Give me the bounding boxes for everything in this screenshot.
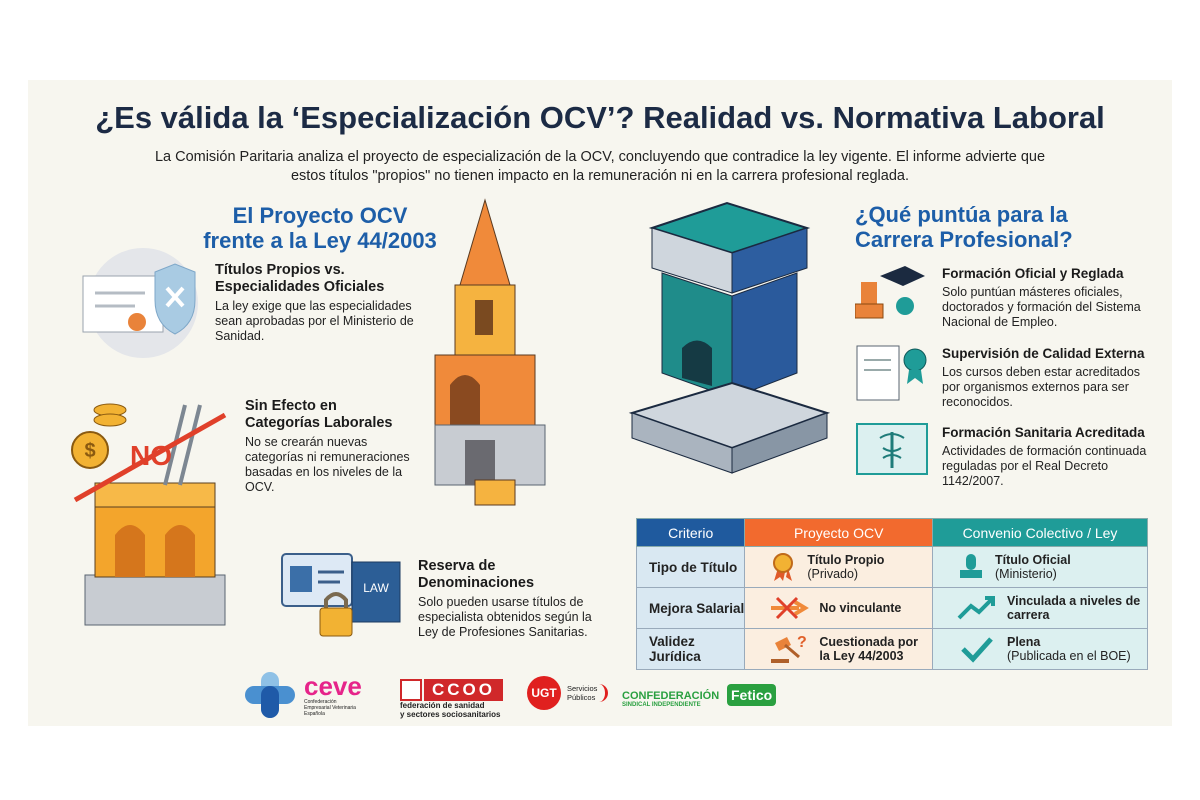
- csif-logo: CONFEDERACIÓN SINDICAL INDEPENDIENTE: [622, 690, 719, 708]
- coins-ladder-no-icon: $ NO: [71, 403, 227, 626]
- header-proyecto-ocv: Proyecto OCV: [744, 518, 933, 547]
- left-heading-line1: El Proyecto OCV: [232, 203, 408, 228]
- item-title: Reserva de Denominaciones: [418, 558, 535, 591]
- criterio-cell: Mejora Salarial: [635, 587, 746, 629]
- ugt-sub1: Servicios: [567, 684, 598, 693]
- item-title: Formación Oficial y Reglada: [942, 266, 1124, 281]
- svg-text:?: ?: [797, 634, 807, 651]
- item-desc: Solo puntúan másteres oficiales, doctora…: [942, 285, 1141, 329]
- ceve-text: ceve: [304, 671, 362, 701]
- ccoo-text: CCOO: [424, 679, 503, 701]
- right-item-1: Formación Oficial y Reglada Solo puntúan…: [942, 265, 1157, 330]
- ribbon-medal-icon: [773, 553, 794, 581]
- right-item-3: Formación Sanitaria Acreditada Actividad…: [942, 424, 1157, 489]
- item-title: Supervisión de Calidad Externa: [942, 346, 1145, 361]
- ley-value: Vinculada a niveles de carrera: [1007, 594, 1141, 622]
- checkmark-icon: [961, 637, 993, 663]
- gavel-question-icon: ?: [771, 634, 807, 663]
- subtitle: La Comisión Paritaria analiza el proyect…: [154, 149, 1046, 184]
- ley-note: (Publicada en el BOE): [1007, 649, 1131, 663]
- ceve-cross-icon: [245, 672, 295, 718]
- table-row: Mejora Salarial No vinculante Vinculada …: [635, 587, 1148, 629]
- right-heading-line1: ¿Qué puntúa para la: [855, 202, 1068, 227]
- ley-value: Título Oficial: [995, 553, 1071, 567]
- table-row: Tipo de Título Título Propio (Privado) Tí…: [635, 546, 1148, 588]
- law-label: LAW: [363, 581, 389, 595]
- item-desc: Actividades de formación continuada regu…: [942, 444, 1147, 488]
- ocv-value: Título Propio: [807, 553, 885, 567]
- item-title: Títulos Propios vs. Especialidades Ofici…: [215, 262, 385, 295]
- csi-line2: SINDICAL INDEPENDIENTE: [622, 702, 701, 708]
- document-seal-icon: [856, 345, 927, 401]
- right-item-2: Supervisión de Calidad Externa Los curso…: [942, 345, 1157, 410]
- item-desc: No se crearán nuevas categorías ni remun…: [245, 435, 410, 494]
- certificate-shield-icon: [82, 248, 198, 358]
- item-title: Sin Efecto en Categorías Laborales: [245, 398, 393, 431]
- svg-text:$: $: [84, 440, 95, 462]
- item-title: Formación Sanitaria Acreditada: [942, 425, 1145, 440]
- id-card-lock-icon: LAW: [281, 553, 401, 637]
- trend-up-icon: [957, 596, 995, 620]
- item-desc: Solo pueden usarse títulos de especialis…: [418, 595, 592, 639]
- page-title: ¿Es válida la ‘Especialización OCV’? Rea…: [95, 100, 1105, 135]
- fetico-logo: Fetico: [727, 684, 777, 706]
- ley-note: (Ministerio): [995, 567, 1057, 581]
- left-item-1: Títulos Propios vs. Especialidades Ofici…: [215, 262, 415, 344]
- ccoo-sub1: federación de sanidad: [400, 701, 485, 710]
- graduation-stamp-icon: [855, 266, 925, 319]
- table-row: Validez Jurídica ? Cuestionada por la Ley…: [635, 628, 1148, 670]
- crossed-arrow-icon: [771, 596, 810, 620]
- ocv-note: (Privado): [807, 567, 859, 581]
- comparison-table: Criterio Proyecto OCV Convenio Colectivo…: [635, 518, 1148, 670]
- right-heading-line2: Carrera Profesional?: [855, 227, 1073, 252]
- ley-value: Plena: [1007, 635, 1041, 649]
- broken-tower-illustration: [434, 198, 546, 506]
- ugt-logo: UGT Servicios Públicos: [527, 676, 609, 710]
- ocv-value: No vinculante: [819, 601, 902, 615]
- right-heading: ¿Qué puntúa para la Carrera Profesional?: [855, 202, 1155, 252]
- ugt-sub2: Públicos: [567, 693, 596, 702]
- header-convenio-ley: Convenio Colectivo / Ley: [932, 518, 1148, 547]
- header-criterio: Criterio: [635, 518, 746, 547]
- stamp-icon: [960, 554, 982, 578]
- csi-line1: CONFEDERACIÓN: [622, 690, 720, 702]
- ocv-value: Cuestionada por la Ley 44/2003: [819, 635, 918, 663]
- left-item-3: Reserva de Denominaciones Solo pueden us…: [418, 558, 598, 640]
- ugt-text: UGT: [527, 676, 561, 710]
- ceve-subtext: Confederación Empresarial Veterinaria Es…: [304, 699, 356, 717]
- left-heading-line2: frente a la Ley 44/2003: [203, 228, 437, 253]
- criterio-cell: Validez Jurídica: [635, 628, 746, 670]
- item-desc: Los cursos deben estar acreditados por o…: [942, 365, 1141, 409]
- ccoo-logo: CCOO federación de sanidad y sectores so…: [400, 679, 503, 719]
- item-desc: La ley exige que las especialidades sean…: [215, 299, 414, 343]
- solid-building-illustration: [628, 201, 831, 474]
- criterio-cell: Tipo de Título: [635, 546, 746, 588]
- ceve-logo: ceve Confederación Empresarial Veterinari…: [243, 670, 364, 720]
- ccoo-sub2: y sectores sociosanitarios: [400, 710, 501, 719]
- left-heading: El Proyecto OCV frente a la Ley 44/2003: [180, 203, 460, 253]
- caduceus-certificate-icon: [856, 423, 928, 475]
- left-item-2: Sin Efecto en Categorías Laborales No se…: [245, 398, 415, 495]
